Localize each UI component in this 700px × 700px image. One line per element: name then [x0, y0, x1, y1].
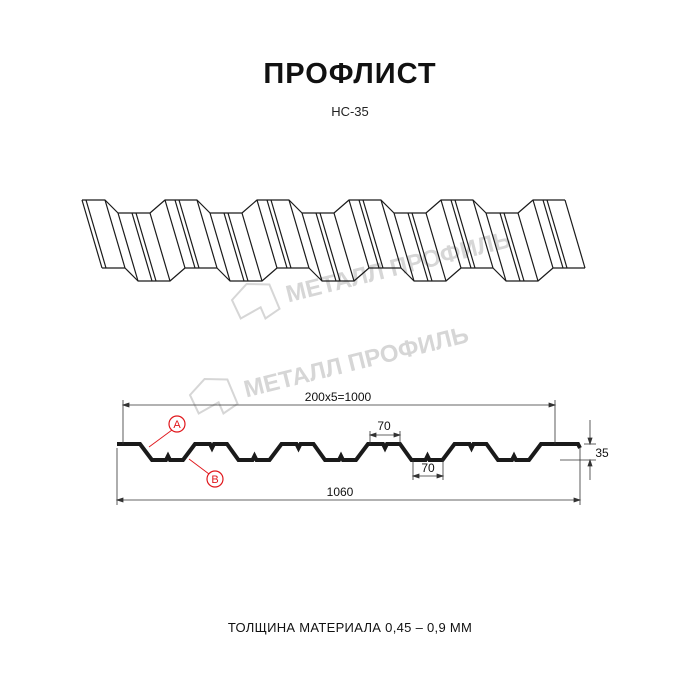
sheet-fold-line	[440, 199, 462, 269]
sheet-stiffener-line	[131, 212, 153, 282]
sheet-fold-line	[241, 212, 263, 282]
sheet-stiffener-line	[315, 212, 337, 282]
sheet-fold-line	[288, 199, 310, 269]
dim-pitch-total: 200x5=1000	[305, 390, 372, 404]
arrowhead	[436, 473, 445, 479]
sheet-stiffener-line	[178, 199, 200, 269]
sheet-fold-line	[485, 212, 507, 282]
sheet-stiffener-line	[358, 199, 380, 269]
sheet-edge-line	[85, 199, 107, 269]
sheet-stiffener-line	[174, 199, 196, 269]
sheet-fold-line	[117, 212, 139, 282]
marker-a: A	[148, 415, 186, 448]
sheet-stiffener-line	[454, 199, 476, 269]
sheet-stiffener-line	[407, 212, 429, 282]
sheet-top-edge	[82, 199, 565, 214]
sheet-stiffener-line	[135, 212, 157, 282]
arrowhead	[587, 437, 593, 446]
sheet-fold-line	[425, 212, 447, 282]
sheet-fold-line	[149, 212, 171, 282]
dim-bottom-flange: 70	[421, 461, 435, 475]
sheet-3d-view	[81, 199, 586, 282]
sheet-fold-line	[564, 199, 586, 269]
sheet-fold-line	[517, 212, 539, 282]
sheet-stiffener-line	[266, 199, 288, 269]
arrowhead	[121, 402, 130, 408]
marker-b-label: B	[211, 474, 218, 486]
cross-section: 200x5=1000 70 70 35 1060 A B	[115, 390, 609, 505]
sheet-fold-line	[81, 199, 103, 269]
sheet-fold-line	[532, 199, 554, 269]
sheet-stiffener-line	[546, 199, 568, 269]
profile-line	[117, 442, 582, 462]
dim-height: 35	[595, 446, 609, 460]
material-thickness-note: ТОЛЩИНА МАТЕРИАЛА 0,45 – 0,9 ММ	[227, 620, 473, 635]
sheet-fold-line	[333, 212, 355, 282]
sheet-fold-line	[393, 212, 415, 282]
sheet-fold-line	[196, 199, 218, 269]
sheet-stiffener-line	[227, 212, 249, 282]
arrowhead	[393, 432, 402, 438]
product-code: НС-35	[331, 104, 369, 119]
sheet-fold-line	[348, 199, 370, 269]
watermark-logo-lower: МЕТАЛЛ ПРОФИЛЬ	[188, 321, 471, 415]
sheet-fold-line	[472, 199, 494, 269]
sheet-fold-line	[104, 199, 126, 269]
dim-top-flange: 70	[377, 419, 391, 433]
sheet-stiffener-line	[223, 212, 245, 282]
sheet-fold-line	[164, 199, 186, 269]
arrowhead	[411, 473, 420, 479]
sheet-stiffener-line	[319, 212, 341, 282]
sheet-fold-line	[256, 199, 278, 269]
arrowhead	[573, 497, 582, 503]
dim-overall-width: 1060	[327, 485, 354, 499]
sheet-stiffener-line	[503, 212, 525, 282]
sheet-stiffener-line	[542, 199, 564, 269]
marker-b: B	[188, 458, 224, 488]
arrowhead	[368, 432, 377, 438]
sheet-fold-line	[209, 212, 231, 282]
sheet-stiffener-line	[411, 212, 433, 282]
arrowhead	[115, 497, 124, 503]
sheet-bottom-edge	[102, 267, 585, 282]
page-title: ПРОФЛИСТ	[263, 58, 437, 90]
sheet-stiffener-line	[362, 199, 384, 269]
sheet-stiffener-line	[499, 212, 521, 282]
arrowhead	[548, 402, 557, 408]
arrowhead	[587, 458, 593, 467]
marker-a-label: A	[173, 419, 181, 431]
sheet-stiffener-line	[450, 199, 472, 269]
sheet-fold-line	[301, 212, 323, 282]
sheet-fold-line	[380, 199, 402, 269]
sheet-stiffener-line	[270, 199, 292, 269]
